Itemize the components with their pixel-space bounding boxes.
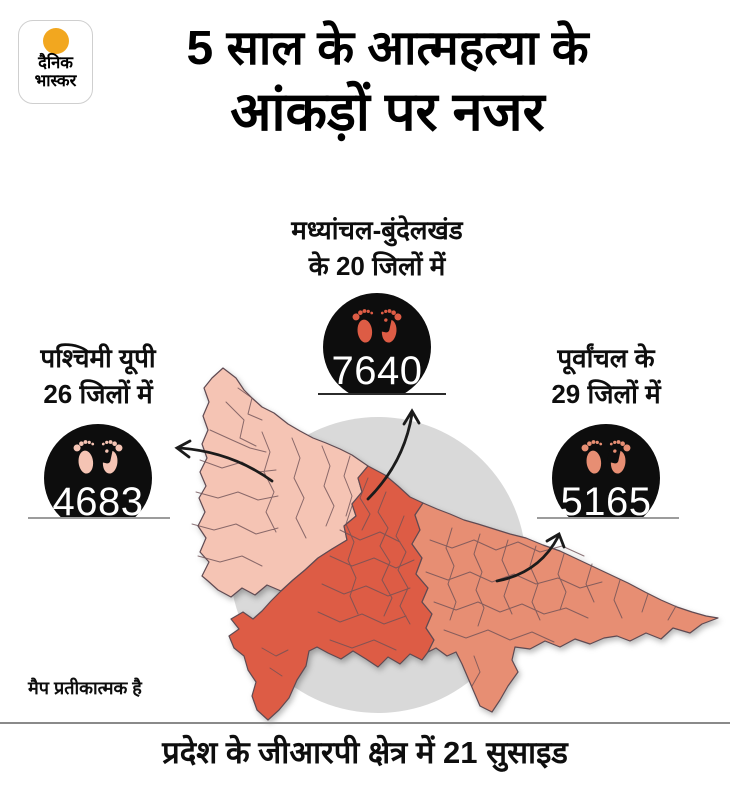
logo-text-line1: दैनिक: [38, 54, 73, 72]
footprints-toe-tag-icon: [580, 439, 632, 475]
footer-divider: [0, 722, 730, 724]
east-stat-underline: [537, 517, 679, 519]
west-label-line1: पश्चिमी यूपी: [40, 343, 156, 373]
east-stat-value: 5165: [560, 480, 652, 517]
sun-icon: [42, 28, 69, 54]
page-title: 5 साल के आत्महत्या के आंकड़ों पर नजर: [100, 20, 675, 144]
arrow-to-east-stat: [495, 535, 560, 583]
map-region-east: [411, 502, 719, 713]
west-callout-label: पश्चिमी यूपी 26 जिलों में: [0, 340, 198, 413]
central-callout-label: मध्यांचल-बुंदेलखंड के 20 जिलों में: [217, 212, 537, 285]
central-stat-underline: [318, 393, 446, 395]
east-label-line2: 29 जिलों में: [551, 379, 661, 410]
central-stat-badge: 7640: [323, 293, 431, 393]
east-label-line1: पूर्वांचल के: [557, 343, 655, 373]
footer-stat-text: प्रदेश के जीआरपी क्षेत्र में 21 सुसाइड: [162, 735, 568, 770]
east-callout-label: पूर्वांचल के 29 जिलों में: [506, 340, 706, 413]
district-borders-central: [261, 477, 415, 677]
callout-arrows: [174, 408, 566, 583]
central-label-line1: मध्यांचल-बुंदेलखंड: [291, 215, 463, 245]
logo-text-line2: भास्कर: [34, 72, 77, 91]
west-stat-badge: 4683: [44, 424, 152, 517]
footprints-toe-tag-icon: [72, 439, 124, 475]
dainik-bhaskar-logo: दैनिक भास्कर: [18, 20, 93, 104]
east-stat-badge: 5165: [552, 424, 660, 517]
central-stat-value: 7640: [331, 349, 423, 393]
west-stat-underline: [28, 517, 170, 519]
arrow-to-west-stat: [178, 446, 274, 483]
title-line1: 5 साल के आत्महत्या के: [186, 22, 589, 75]
arrow-to-central-stat: [366, 412, 414, 501]
title-line2: आंकड़ों पर नजर: [230, 81, 545, 142]
central-label-line2: के 20 जिलों में: [308, 251, 446, 282]
west-stat-value: 4683: [52, 480, 144, 517]
west-label-line2: 26 जिलों में: [43, 379, 153, 410]
map-disclaimer: मैप प्रतीकात्मक है: [28, 678, 142, 698]
footprints-toe-tag-icon: [351, 308, 403, 344]
